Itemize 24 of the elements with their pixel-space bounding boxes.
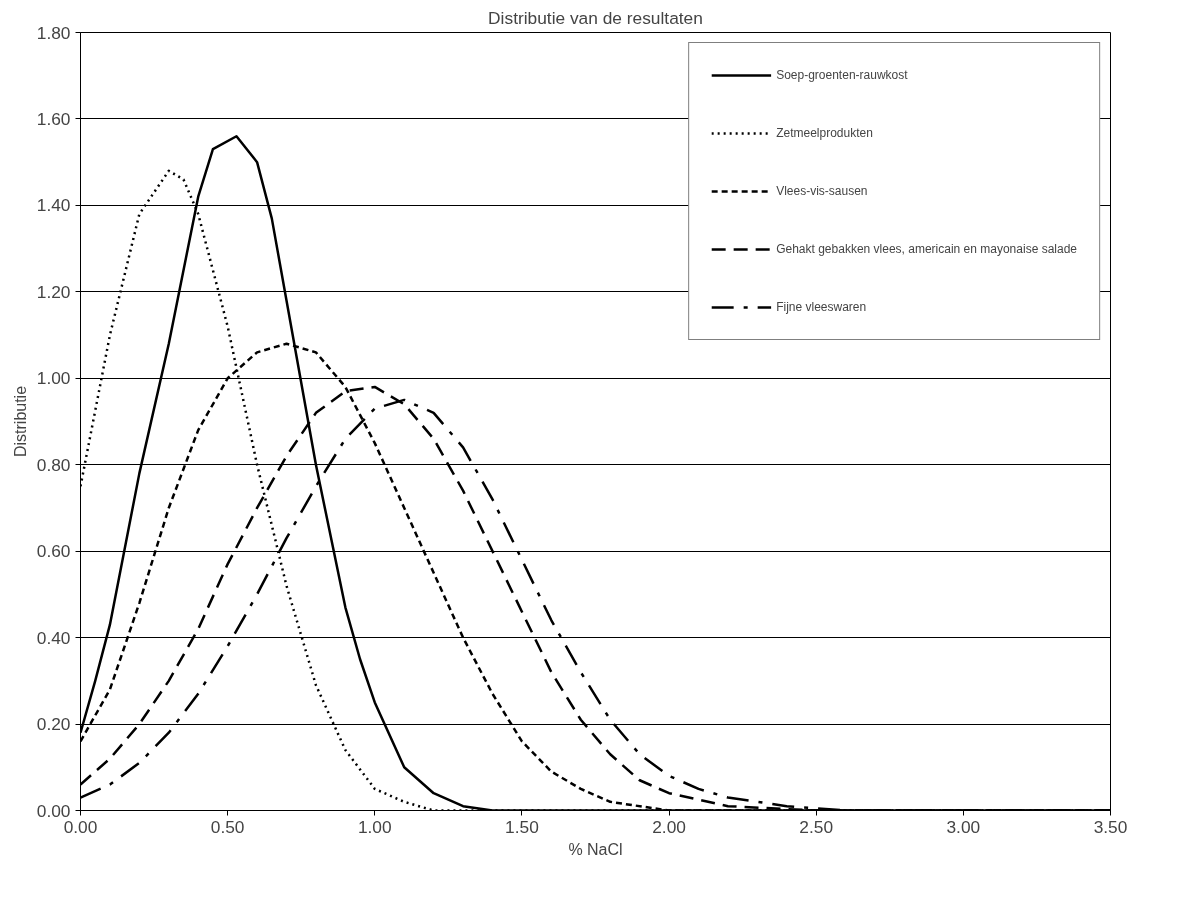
y-tick-label: 0.20 <box>36 714 71 735</box>
y-axis-title: Distributie <box>11 385 29 458</box>
x-tick-label: 0.50 <box>210 816 245 837</box>
x-axis-title: % NaCl <box>568 840 623 858</box>
legend-label: Gehakt gebakken vlees, americain en mayonaise salade <box>776 242 1077 256</box>
y-tick-label: 0.60 <box>36 541 71 562</box>
x-tick-label: 1.50 <box>505 816 539 837</box>
y-tick-label: 1.60 <box>36 108 71 129</box>
x-tick-label: 2.00 <box>652 816 686 837</box>
chart-title: Distributie van de resultaten <box>488 7 703 28</box>
y-tick-label: 1.40 <box>36 195 71 216</box>
y-tick-label: 0.40 <box>36 627 71 648</box>
legend-label: Vlees-vis-sausen <box>776 184 868 198</box>
y-tick-label: 1.20 <box>36 281 71 302</box>
x-tick-label: 3.50 <box>1093 816 1128 837</box>
x-tick-label: 1.00 <box>357 816 392 837</box>
x-tick-label: 3.00 <box>946 816 981 837</box>
x-tick-label: 2.50 <box>799 816 834 837</box>
legend-label: Fijne vleeswaren <box>776 300 867 314</box>
legend-label: Zetmeelprodukten <box>776 126 873 140</box>
y-tick-label: 0.80 <box>36 454 71 475</box>
y-tick-label: 1.00 <box>36 368 71 389</box>
legend-label: Soep-groenten-rauwkost <box>776 68 908 82</box>
y-tick-label: 1.80 <box>36 22 71 43</box>
